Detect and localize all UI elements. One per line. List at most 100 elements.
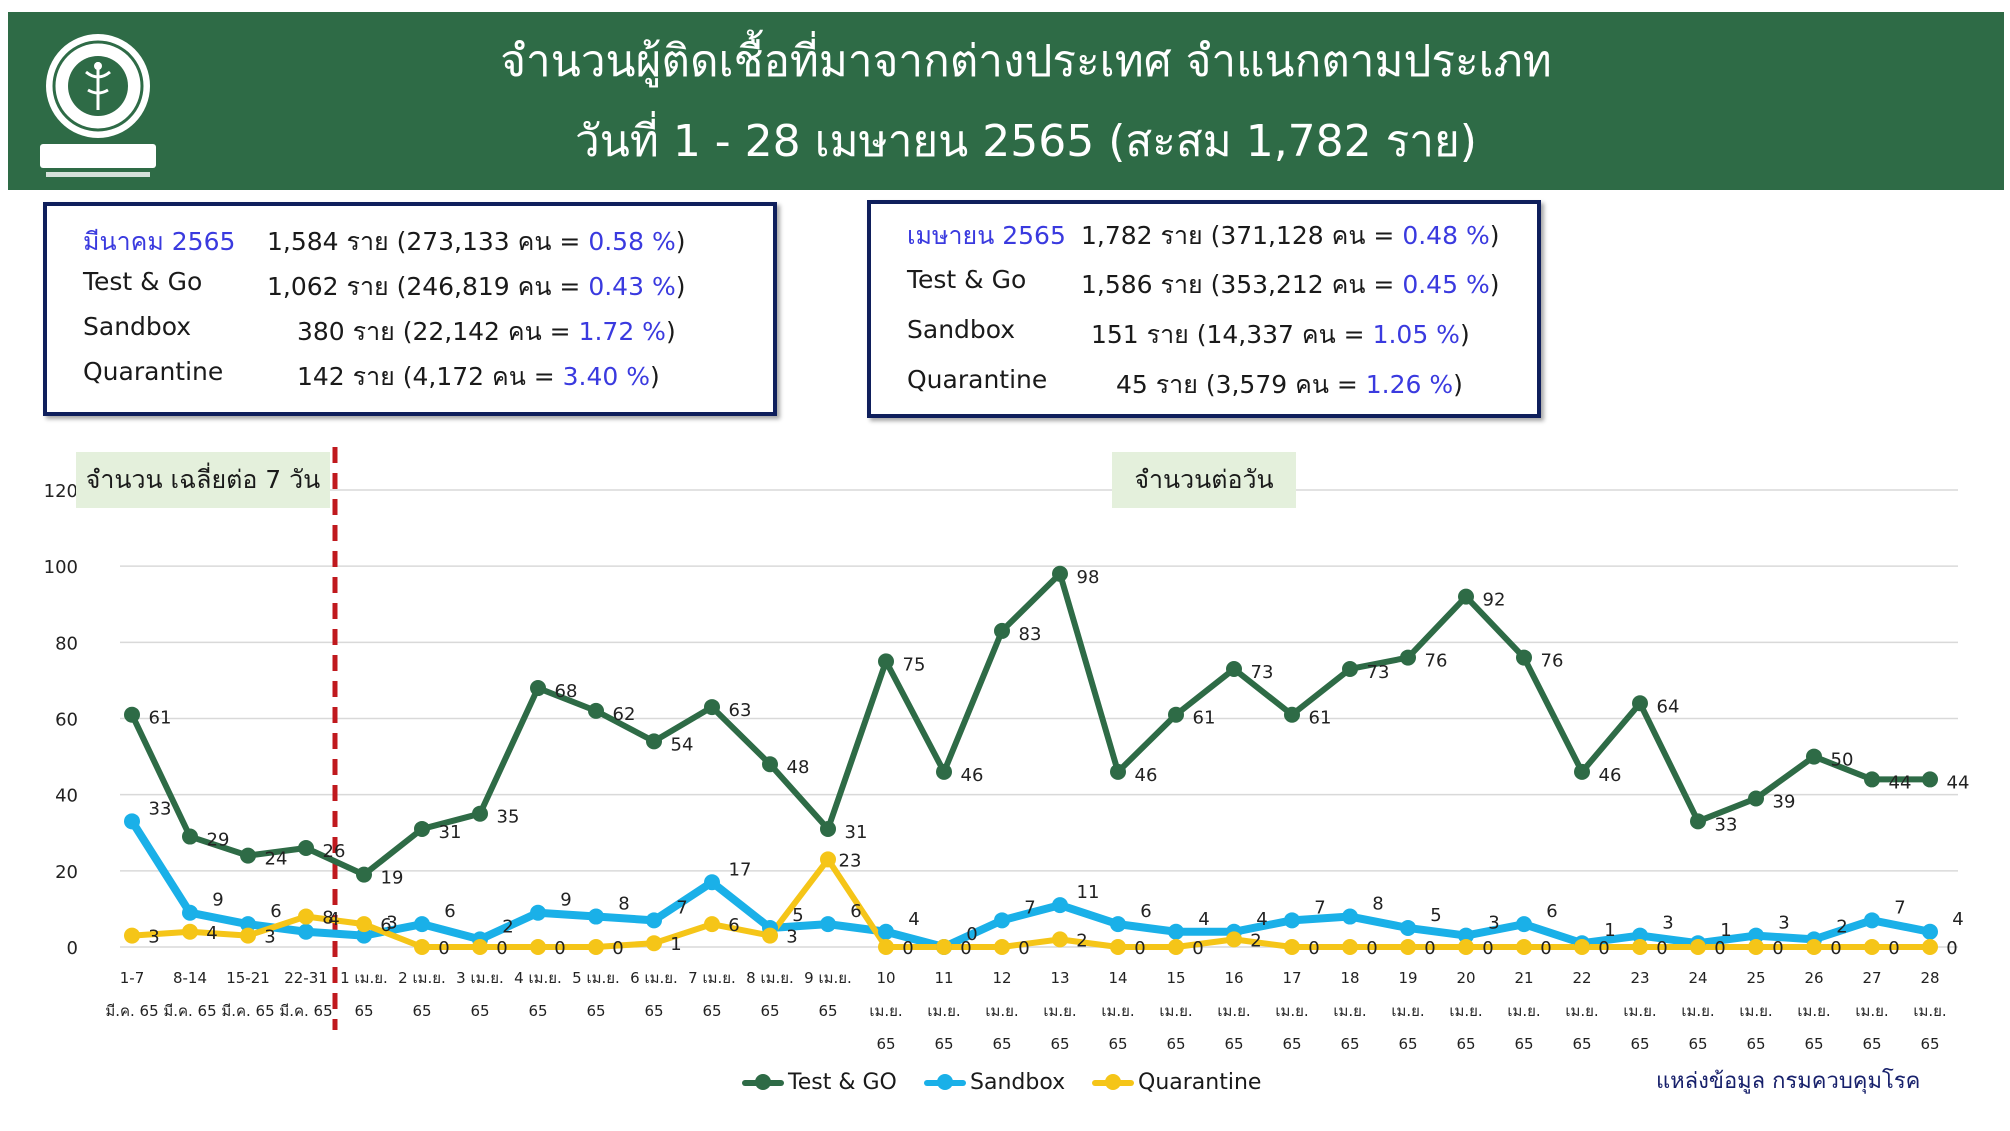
x-tick-label: เม.ย. <box>1565 1002 1598 1020</box>
summary-row-value: 1,062 ราย (246,819 คน = 0.43 %) <box>267 267 685 307</box>
x-tick-label: เม.ย. <box>1913 1002 1946 1020</box>
x-tick-label: มี.ค. 65 <box>221 1002 274 1020</box>
data-label-quarantine: 3 <box>786 927 797 948</box>
data-label-quarantine: 0 <box>1424 938 1435 959</box>
data-label-test-go: 24 <box>265 849 288 870</box>
avg-7-day-label: จำนวน เฉลี่ยต่อ 7 วัน <box>76 452 330 508</box>
data-label-test-go: 26 <box>323 841 346 862</box>
data-point-test-go <box>1806 748 1822 765</box>
summary-row-count: 380 ราย (22,142 คน = <box>297 317 579 346</box>
x-tick-label: 12 <box>992 969 1011 987</box>
summary-row-count: 45 ราย (3,579 คน = <box>1116 370 1366 399</box>
data-point-test-go <box>1748 790 1764 807</box>
data-label-sandbox: 4 <box>328 909 339 930</box>
data-label-test-go: 44 <box>1947 772 1970 793</box>
summary-row-percent: 1.72 % <box>578 317 666 346</box>
summary-row-label: มีนาคม 2565 <box>83 227 236 256</box>
data-point-test-go <box>1342 660 1358 677</box>
x-tick-label: เม.ย. <box>1275 1002 1308 1020</box>
data-label-test-go: 73 <box>1251 662 1274 683</box>
x-tick-label: 65 <box>1340 1035 1359 1053</box>
data-point-test-go <box>646 733 662 750</box>
data-label-test-go: 46 <box>1135 765 1158 786</box>
summary-row-value: 151 ราย (14,337 คน = 1.05 %) <box>1091 315 1470 355</box>
summary-row-value: 1,584 ราย (273,133 คน = 0.58 %) <box>267 222 685 262</box>
summary-row-percent: 3.40 % <box>562 362 651 391</box>
summary-row-percent: 0.48 % <box>1402 221 1490 250</box>
x-tick-label: 1 เม.ย. <box>340 969 388 987</box>
data-label-quarantine: 8 <box>322 908 333 929</box>
data-label-test-go: 64 <box>1657 696 1680 717</box>
summary-row-percent: 1.26 % <box>1365 370 1454 399</box>
data-point-sandbox <box>1284 912 1300 929</box>
data-point-quarantine <box>762 927 778 944</box>
x-tick-label: เม.ย. <box>1797 1002 1830 1020</box>
data-point-test-go <box>1922 771 1938 788</box>
data-label-sandbox: 4 <box>1256 909 1267 930</box>
summary-row-count: 1,586 ราย (353,212 คน = <box>1081 270 1403 299</box>
legend-label-test-go: Test & GO <box>788 1070 897 1095</box>
data-label-test-go: 61 <box>149 708 172 729</box>
data-point-sandbox <box>878 923 894 940</box>
x-tick-label: 5 เม.ย. <box>572 969 620 987</box>
data-point-quarantine <box>1400 939 1416 955</box>
data-label-quarantine: 2 <box>1076 930 1087 951</box>
data-point-sandbox <box>1110 916 1126 933</box>
data-label-quarantine: 0 <box>1598 938 1609 959</box>
data-label-sandbox: 6 <box>850 901 861 922</box>
data-label-test-go: 73 <box>1367 662 1390 683</box>
x-tick-label: เม.ย. <box>1681 1002 1714 1020</box>
x-tick-label: 15 <box>1166 969 1185 987</box>
data-point-sandbox <box>1632 927 1648 944</box>
series-line-quarantine <box>131 856 1930 950</box>
x-tick-label: 8 เม.ย. <box>746 969 794 987</box>
data-point-test-go <box>530 680 546 697</box>
x-tick-label: มี.ค. 65 <box>279 1002 332 1020</box>
summary-row-percent: 0.58 % <box>588 227 676 256</box>
data-label-quarantine: 0 <box>1888 938 1899 959</box>
data-source-note: แหล่งข้อมูล กรมควบคุมโรค <box>1656 1069 1921 1094</box>
x-tick-label: เม.ย. <box>1217 1002 1250 1020</box>
data-point-test-go <box>1052 565 1068 582</box>
x-tick-label: 28 <box>1920 969 1939 987</box>
summary-row-count: 1,062 ราย (246,819 คน = <box>267 272 589 301</box>
data-label-test-go: 62 <box>613 704 636 725</box>
data-label-quarantine: 4 <box>206 923 217 944</box>
summary-row-count: 151 ราย (14,337 คน = <box>1091 320 1373 349</box>
summary-row-percent: 1.05 % <box>1372 320 1460 349</box>
summary-row-close: ) <box>650 362 660 391</box>
summary-row-value: 1,782 ราย (371,128 คน = 0.48 %) <box>1081 216 1499 256</box>
summary-row-count: 142 ราย (4,172 คน = <box>297 362 563 391</box>
data-label-quarantine: 3 <box>148 927 159 948</box>
data-point-quarantine <box>1168 939 1184 955</box>
data-point-quarantine <box>820 851 836 868</box>
data-label-quarantine: 0 <box>960 938 971 959</box>
data-label-quarantine: 0 <box>1308 938 1319 959</box>
x-tick-label: 26 <box>1804 969 1823 987</box>
x-tick-label: 65 <box>1746 1035 1765 1053</box>
x-tick-label: 65 <box>1050 1035 1069 1053</box>
data-label-sandbox: 3 <box>386 913 397 934</box>
data-point-test-go <box>124 706 140 723</box>
data-point-quarantine <box>1052 931 1068 948</box>
data-point-sandbox <box>646 912 662 929</box>
x-tick-label: 24 <box>1688 969 1707 987</box>
data-label-test-go: 48 <box>787 757 810 778</box>
x-tick-label: 65 <box>992 1035 1011 1053</box>
data-point-quarantine <box>1458 939 1474 955</box>
x-tick-label: 65 <box>1398 1035 1417 1053</box>
summary-box-march: มีนาคม 2565 1,584 ราย (273,133 คน = 0.58 … <box>43 202 777 416</box>
data-label-sandbox: 3 <box>1488 913 1499 934</box>
x-tick-label: 65 <box>1456 1035 1475 1053</box>
summary-row-percent: 0.45 % <box>1402 270 1490 299</box>
data-label-sandbox: 7 <box>1024 897 1035 918</box>
data-point-quarantine <box>124 927 140 944</box>
x-tick-label: เม.ย. <box>869 1002 902 1020</box>
data-point-test-go <box>472 805 488 822</box>
data-point-test-go <box>820 820 836 837</box>
data-point-quarantine <box>936 939 952 955</box>
header-banner: จำนวนผู้ติดเชื้อที่มาจากต่างประเทศ จำแนก… <box>8 12 2004 190</box>
data-point-sandbox <box>1342 908 1358 925</box>
data-label-sandbox: 6 <box>270 901 281 922</box>
legend-label-quarantine: Quarantine <box>1138 1070 1262 1095</box>
